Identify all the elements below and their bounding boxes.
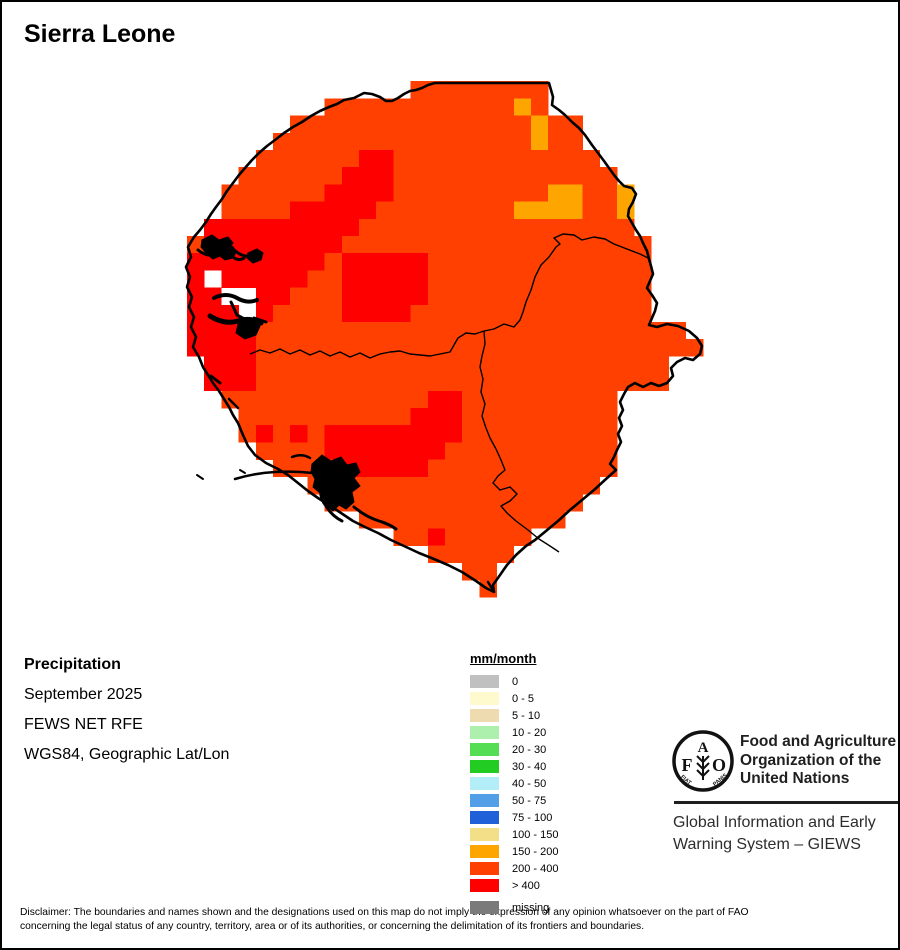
legend-row-6: 40 - 50 xyxy=(470,777,558,790)
legend-swatch xyxy=(470,675,499,688)
legend-row-missing: missing xyxy=(470,901,558,914)
legend-swatch xyxy=(470,760,499,773)
legend-swatch xyxy=(470,862,499,875)
info-source: FEWS NET RFE xyxy=(24,716,143,733)
legend-row-8: 75 - 100 xyxy=(470,811,558,824)
disclaimer-line: concerning the legal status of any count… xyxy=(20,920,645,932)
legend-label: 200 - 400 xyxy=(512,862,559,875)
disclaimer-line: Disclaimer: The boundaries and names sho… xyxy=(20,907,749,918)
legend-row-11: 200 - 400 xyxy=(470,862,558,875)
giews-line: Global Information and Early xyxy=(673,814,876,831)
legend-label: 0 xyxy=(512,675,519,688)
fao-name-line: United Nations xyxy=(740,770,850,787)
legend-row-1: 0 - 5 xyxy=(470,692,558,705)
fao-name-line: Organization of the xyxy=(740,751,882,769)
coastal-features xyxy=(196,234,495,592)
legend-swatch xyxy=(470,692,499,705)
legend: mm/month 0 0 - 5 5 - 10 10 - 20 20 - 30 30 - … xyxy=(470,651,558,918)
country-border xyxy=(184,81,704,594)
precipitation-raster xyxy=(187,81,704,598)
legend-row-3: 10 - 20 xyxy=(470,726,558,739)
svg-text:F: F xyxy=(682,755,693,775)
fao-divider xyxy=(674,801,898,804)
legend-label: missing xyxy=(512,901,550,914)
giews-name: Global Information and Early Warning Sys… xyxy=(673,812,876,856)
legend-swatch xyxy=(470,726,499,739)
legend-swatch xyxy=(470,879,499,892)
legend-label: 30 - 40 xyxy=(512,760,547,773)
legend-label: 5 - 10 xyxy=(512,709,541,722)
legend-row-12: > 400 xyxy=(470,879,558,892)
disclaimer: Disclaimer: The boundaries and names sho… xyxy=(20,906,888,933)
legend-label: > 400 xyxy=(512,879,540,892)
legend-label: 100 - 150 xyxy=(512,828,559,841)
legend-swatch xyxy=(470,743,499,756)
legend-row-0: 0 xyxy=(470,675,558,688)
fao-name-line: Food and Agriculture xyxy=(740,733,897,750)
giews-line: Warning System – GIEWS xyxy=(673,836,861,853)
legend-row-2: 5 - 10 xyxy=(470,709,558,722)
legend-row-5: 30 - 40 xyxy=(470,760,558,773)
admin-boundaries xyxy=(249,233,649,553)
legend-label: 0 - 5 xyxy=(512,692,535,705)
svg-text:A: A xyxy=(698,740,709,756)
legend-label: 150 - 200 xyxy=(512,845,559,858)
legend-row-9: 100 - 150 xyxy=(470,828,558,841)
wheat-ear-icon xyxy=(696,755,710,780)
legend-swatch xyxy=(470,794,499,807)
page-title: Sierra Leone xyxy=(24,20,176,48)
legend-label: 50 - 75 xyxy=(512,794,547,807)
legend-row-4: 20 - 30 xyxy=(470,743,558,756)
map-info-block: Precipitation September 2025 FEWS NET RF… xyxy=(24,657,229,777)
fao-name: Food and Agriculture Organization of the… xyxy=(740,733,896,789)
info-projection: WGS84, Geographic Lat/Lon xyxy=(24,746,230,763)
legend-swatch xyxy=(470,845,499,858)
legend-swatch xyxy=(470,901,499,914)
legend-row-7: 50 - 75 xyxy=(470,794,558,807)
svg-text:O: O xyxy=(712,755,726,775)
info-variable: Precipitation xyxy=(24,656,121,673)
legend-label: 40 - 50 xyxy=(512,777,547,790)
legend-label: 75 - 100 xyxy=(512,811,553,824)
legend-swatch xyxy=(470,709,499,722)
info-date: September 2025 xyxy=(24,686,143,703)
legend-title: mm/month xyxy=(470,651,537,666)
legend-row-10: 150 - 200 xyxy=(470,845,558,858)
legend-label: 20 - 30 xyxy=(512,743,547,756)
legend-swatch xyxy=(470,777,499,790)
legend-swatch xyxy=(470,828,499,841)
fao-logo-icon: A F O FIAT PANIS xyxy=(672,730,734,792)
legend-swatch xyxy=(470,811,499,824)
legend-label: 10 - 20 xyxy=(512,726,547,739)
